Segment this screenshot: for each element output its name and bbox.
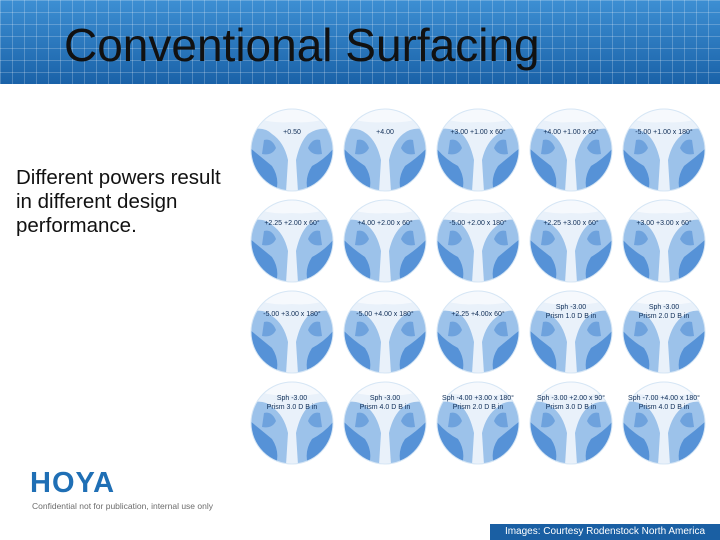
hoya-logo: HOYA <box>30 467 115 498</box>
lens-label-line2: Prism 2.0 D B in <box>638 313 690 320</box>
lens-grid: +0.50 +4.00 +3.00 +1.00 x 60° +4.00 +1.00 x… <box>250 108 720 470</box>
lens-map: +0.50 <box>250 108 334 192</box>
lens-label: Sph -4.00 +3.00 x 180° Prism 2.0 D B in <box>436 394 520 412</box>
lens-map-graphic <box>343 108 427 192</box>
lens-label-line1: Sph -7.00 +4.00 x 180° <box>628 395 700 402</box>
lens-label-line2: Prism 1.0 D B in <box>545 313 597 320</box>
lens-label: -5.00 +3.00 x 180° <box>250 310 334 319</box>
confidential-notice: Confidential not for publication, intern… <box>32 501 213 511</box>
lens-label: Sph -3.00 Prism 3.0 D B in <box>250 394 334 412</box>
lens-label-line1: +2.25 +4.00x 60° <box>451 311 505 318</box>
lens-label: Sph -3.00 +2.00 x 90° Prism 3.0 D B in <box>529 394 613 412</box>
lens-map-graphic <box>622 199 706 283</box>
hoya-logo-text: HOYA <box>30 467 115 498</box>
slide-title: Conventional Surfacing <box>64 19 540 71</box>
lens-map: +2.25 +4.00x 60° <box>436 290 520 374</box>
lens-map-graphic <box>529 381 613 465</box>
lens-map-graphic <box>250 290 334 374</box>
lens-map-graphic <box>250 108 334 192</box>
lens-label-line1: -5.00 +3.00 x 180° <box>263 311 321 318</box>
lens-map: Sph -3.00 Prism 4.0 D B in <box>343 381 427 465</box>
lens-label-line2: Prism 4.0 D B in <box>359 404 411 411</box>
lens-label: +3.00 +1.00 x 60° <box>436 128 520 137</box>
lens-label: Sph -7.00 +4.00 x 180° Prism 4.0 D B in <box>622 394 706 412</box>
lens-map: +2.25 +2.00 x 60° <box>250 199 334 283</box>
lens-label-line1: +3.00 +1.00 x 60° <box>450 129 506 136</box>
lens-map: -5.00 +2.00 x 180° <box>436 199 520 283</box>
lens-map: +4.00 <box>343 108 427 192</box>
lens-map-graphic <box>622 108 706 192</box>
lens-map: +2.25 +3.00 x 60° <box>529 199 613 283</box>
lens-label-line1: +2.25 +2.00 x 60° <box>264 220 320 227</box>
lens-map: +3.00 +3.00 x 60° <box>622 199 706 283</box>
lens-map-graphic <box>436 381 520 465</box>
lens-label-line1: -5.00 +2.00 x 180° <box>449 220 507 227</box>
lens-label: Sph -3.00 Prism 2.0 D B in <box>622 303 706 321</box>
lens-label-line1: +4.00 +2.00 x 60° <box>357 220 413 227</box>
lens-label: +4.00 +2.00 x 60° <box>343 219 427 228</box>
lens-label: +0.50 <box>250 128 334 137</box>
lens-label-line2: Prism 3.0 D B in <box>266 404 318 411</box>
lens-label: +4.00 <box>343 128 427 137</box>
lens-label: +2.25 +2.00 x 60° <box>250 219 334 228</box>
lens-label-line1: -5.00 +4.00 x 180° <box>356 311 414 318</box>
lens-label-line1: Sph -3.00 +2.00 x 90° <box>537 395 605 402</box>
lens-map: -5.00 +4.00 x 180° <box>343 290 427 374</box>
lens-map-graphic <box>436 290 520 374</box>
lens-map-graphic <box>436 108 520 192</box>
header-banner <box>0 0 720 84</box>
lens-label-line1: -5.00 +1.00 x 180° <box>635 129 693 136</box>
lens-label-line1: +3.00 +3.00 x 60° <box>636 220 692 227</box>
image-credit: Images: Courtesy Rodenstock North Americ… <box>490 524 720 540</box>
lens-map: -5.00 +1.00 x 180° <box>622 108 706 192</box>
lens-label-line1: Sph -3.00 <box>276 395 308 402</box>
lens-label: +2.25 +3.00 x 60° <box>529 219 613 228</box>
lens-map-graphic <box>343 199 427 283</box>
lens-label: Sph -3.00 Prism 1.0 D B in <box>529 303 613 321</box>
lens-map: Sph -3.00 +2.00 x 90° Prism 3.0 D B in <box>529 381 613 465</box>
lens-label-line1: +0.50 <box>283 129 301 136</box>
lens-label-line2: Prism 3.0 D B in <box>545 404 597 411</box>
lens-label-line1: Sph -3.00 <box>648 304 680 311</box>
lens-label: +3.00 +3.00 x 60° <box>622 219 706 228</box>
lens-label: -5.00 +1.00 x 180° <box>622 128 706 137</box>
lens-map-graphic <box>529 290 613 374</box>
lens-label-line1: Sph -4.00 +3.00 x 180° <box>442 395 514 402</box>
lens-label-line1: Sph -3.00 <box>369 395 401 402</box>
lens-map-graphic <box>343 381 427 465</box>
lens-label: +4.00 +1.00 x 60° <box>529 128 613 137</box>
lens-label-line1: Sph -3.00 <box>555 304 587 311</box>
slide-subtitle: Different powers result in different des… <box>16 166 221 237</box>
lens-label: Sph -3.00 Prism 4.0 D B in <box>343 394 427 412</box>
lens-map: Sph -3.00 Prism 2.0 D B in <box>622 290 706 374</box>
lens-map: -5.00 +3.00 x 180° <box>250 290 334 374</box>
lens-map-graphic <box>343 290 427 374</box>
lens-label-line2: Prism 4.0 D B in <box>638 404 690 411</box>
lens-label: -5.00 +2.00 x 180° <box>436 219 520 228</box>
lens-map: Sph -3.00 Prism 3.0 D B in <box>250 381 334 465</box>
lens-map: +3.00 +1.00 x 60° <box>436 108 520 192</box>
lens-map: Sph -4.00 +3.00 x 180° Prism 2.0 D B in <box>436 381 520 465</box>
lens-map-graphic <box>622 381 706 465</box>
lens-map-graphic <box>436 199 520 283</box>
lens-map-graphic <box>529 199 613 283</box>
lens-label-line2: Prism 2.0 D B in <box>452 404 504 411</box>
lens-label: +2.25 +4.00x 60° <box>436 310 520 319</box>
lens-map-graphic <box>250 381 334 465</box>
lens-map-graphic <box>529 108 613 192</box>
lens-map-graphic <box>622 290 706 374</box>
lens-label-line1: +2.25 +3.00 x 60° <box>543 220 599 227</box>
lens-map: Sph -3.00 Prism 1.0 D B in <box>529 290 613 374</box>
lens-label-line1: +4.00 <box>376 129 394 136</box>
lens-map: Sph -7.00 +4.00 x 180° Prism 4.0 D B in <box>622 381 706 465</box>
lens-label-line1: +4.00 +1.00 x 60° <box>543 129 599 136</box>
lens-map: +4.00 +1.00 x 60° <box>529 108 613 192</box>
lens-label: -5.00 +4.00 x 180° <box>343 310 427 319</box>
lens-map: +4.00 +2.00 x 60° <box>343 199 427 283</box>
lens-map-graphic <box>250 199 334 283</box>
